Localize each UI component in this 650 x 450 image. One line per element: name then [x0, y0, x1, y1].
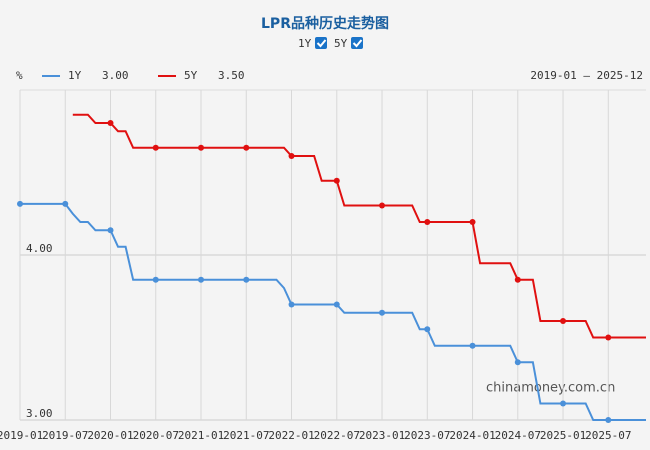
data-point	[333, 301, 340, 308]
checkmark	[352, 39, 363, 48]
data-point	[560, 318, 567, 324]
x-tick-label: 2022-07	[314, 429, 360, 442]
data-point	[152, 276, 159, 283]
legend-value: 3.50	[218, 69, 245, 82]
checkmark	[316, 39, 327, 48]
x-tick-label: 2022-01	[268, 429, 314, 442]
x-tick-label: 2020-01	[87, 429, 133, 442]
chart-title: LPR品种历史走势图	[261, 15, 389, 32]
legend-label: 1Y	[68, 69, 82, 82]
x-tick-label: 2024-01	[449, 429, 495, 442]
x-tick-label: 2020-07	[133, 429, 179, 442]
y-tick-label: 4.00	[26, 242, 53, 255]
checkbox-label: 5Y	[334, 37, 348, 50]
data-point	[469, 219, 476, 225]
data-point	[605, 334, 612, 341]
data-point	[333, 177, 340, 184]
x-tick-label: 2021-07	[223, 429, 269, 442]
data-point	[424, 326, 431, 333]
data-point	[288, 301, 295, 308]
data-point	[560, 400, 567, 407]
data-point	[243, 144, 250, 151]
data-point	[107, 227, 114, 234]
data-point	[62, 200, 69, 207]
legend-value: 3.00	[102, 69, 129, 82]
x-tick-label: 2025-01	[540, 429, 586, 442]
data-point	[424, 219, 431, 225]
checkbox[interactable]	[315, 37, 327, 49]
data-point	[107, 120, 114, 126]
data-point	[152, 144, 159, 151]
x-tick-label: 2023-07	[404, 429, 450, 442]
data-point	[243, 276, 250, 283]
watermark: chinamoney.com.cn	[486, 381, 615, 396]
data-point	[514, 276, 521, 283]
data-point	[379, 309, 386, 316]
data-point	[288, 153, 295, 159]
date-range: 2019-01 – 2025-12	[530, 69, 643, 82]
data-point	[17, 200, 23, 207]
x-tick-label: 2024-07	[495, 429, 541, 442]
data-point	[469, 342, 476, 349]
y-tick-label: 3.00	[26, 407, 53, 420]
checkbox-label: 1Y	[298, 37, 312, 50]
checkbox[interactable]	[351, 37, 363, 49]
data-point	[605, 417, 612, 423]
x-tick-label: 2019-01	[0, 429, 43, 442]
data-point	[198, 144, 205, 151]
x-tick-label: 2025-07	[585, 429, 631, 442]
y-unit: %	[16, 69, 23, 82]
series-line	[20, 202, 646, 421]
x-tick-label: 2019-07	[42, 429, 88, 442]
x-tick-label: 2021-01	[178, 429, 224, 442]
x-tick-label: 2023-01	[359, 429, 405, 442]
data-point	[198, 276, 205, 283]
data-point	[379, 202, 386, 209]
legend-label: 5Y	[184, 69, 198, 82]
series-line	[72, 113, 646, 339]
data-point	[514, 359, 521, 366]
